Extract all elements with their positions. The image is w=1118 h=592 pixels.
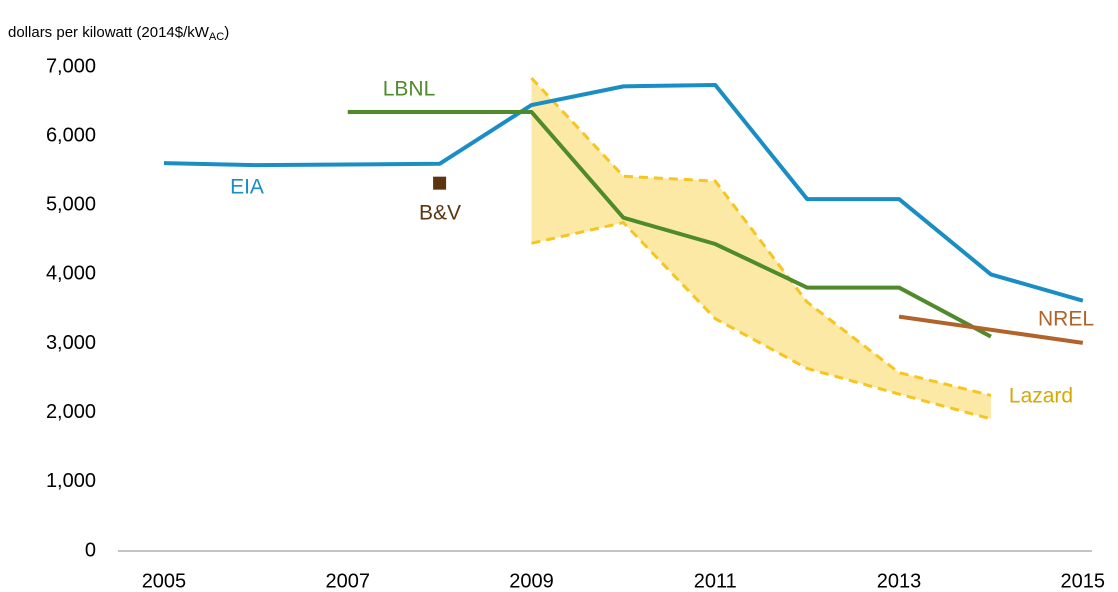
y-tick-label: 6,000 [46,124,96,146]
series-label: Lazard [1009,385,1073,408]
lines-layer [163,82,1084,345]
y-tick-label: 1,000 [46,470,96,492]
y-tick-label: 3,000 [46,332,96,354]
series-label: LBNL [383,78,436,101]
y-axis-label-end: ) [224,24,229,41]
labels-layer: EIA LBNL NREL B&V Lazard [230,78,1094,408]
x-tick-label: 2015 [1061,570,1106,592]
y-axis-label-sub: AC [209,31,224,43]
series-line [347,109,992,339]
x-tick-label: 2011 [694,570,737,592]
band-area [531,78,991,419]
series-label: EIA [230,176,264,199]
y-tick-label: 0 [85,539,96,561]
series-label: B&V [419,202,461,225]
series-label: NREL [1038,308,1094,331]
series-line [163,82,1084,303]
y-axis-label-main: dollars per kilowatt (2014$/kW [8,24,210,41]
band-high-line [530,77,992,397]
y-tick-label: 2,000 [46,401,96,423]
x-tick-label: 2013 [877,570,922,592]
y-tick-label: 4,000 [46,263,96,285]
series-line [898,314,1084,345]
y-tick-label: 7,000 [46,55,96,77]
axis-layer: 0 1,000 2,000 3,000 4,000 5,000 6,000 7,000 2005… [46,55,1105,592]
series-point [433,176,447,190]
band-low-line [531,220,992,421]
y-tick-label: 5,000 [46,194,96,216]
band-layer [530,77,992,421]
x-tick-label: 2007 [325,570,370,592]
x-tick-label: 2009 [509,570,554,592]
x-tick-label: 2005 [142,570,187,592]
y-axis-label: dollars per kilowatt (2014$/kWAC) [8,24,229,43]
